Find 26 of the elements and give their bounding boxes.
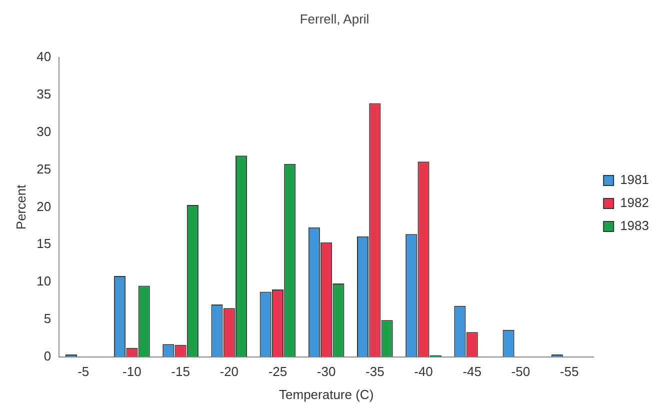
x-tick-label: -35 [366, 364, 384, 380]
y-tick-label: 0 [44, 348, 52, 364]
y-tick-label: 15 [36, 236, 52, 252]
y-tick-label: 35 [36, 86, 52, 102]
y-tick-label: 5 [44, 310, 52, 326]
legend-label: 1981 [620, 172, 649, 188]
x-tick-label: -20 [220, 364, 239, 380]
y-tick-label: 10 [36, 274, 52, 289]
x-tick-label: -55 [560, 364, 579, 380]
x-tick-label: -5 [78, 364, 90, 380]
y-tick-label: 40 [36, 49, 52, 64]
x-tick-label: -45 [462, 364, 482, 380]
chart-title: Ferrell, April [300, 11, 370, 26]
x-tick-label: -50 [511, 364, 530, 380]
y-tick-label: 25 [36, 161, 52, 176]
y-tick-label: 30 [36, 124, 52, 139]
x-tick-label: -30 [316, 364, 336, 380]
legend-label: 1982 [620, 195, 649, 210]
x-tick-label: -15 [171, 364, 190, 380]
legend-label: 1983 [620, 218, 649, 234]
x-tick-label: -25 [268, 364, 288, 380]
x-tick-label: -10 [122, 364, 142, 380]
x-tick-label: -40 [414, 364, 433, 380]
y-tick-label: 20 [36, 198, 52, 214]
y-axis-title: Percent [13, 184, 28, 230]
x-axis-title: Temperature (C) [279, 386, 374, 402]
